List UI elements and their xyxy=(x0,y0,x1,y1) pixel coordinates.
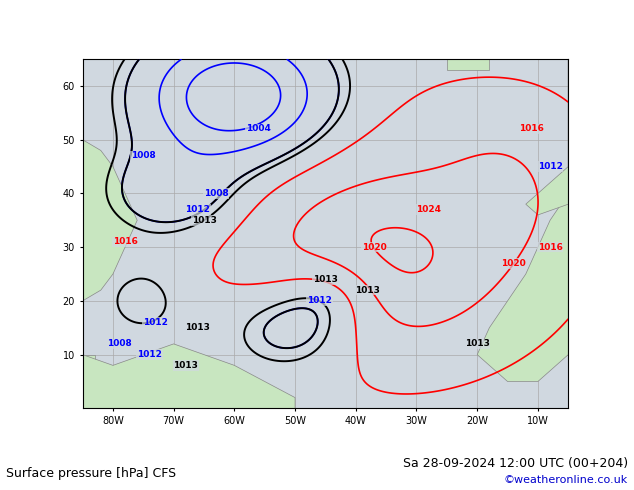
Text: 1016: 1016 xyxy=(113,237,138,246)
Text: 1013: 1013 xyxy=(313,275,338,284)
Text: 1013: 1013 xyxy=(356,286,380,294)
Text: 1024: 1024 xyxy=(416,205,441,214)
Polygon shape xyxy=(477,59,568,382)
Polygon shape xyxy=(526,59,568,215)
Text: 1012: 1012 xyxy=(307,296,332,305)
Text: 1012: 1012 xyxy=(137,350,162,359)
Text: 1020: 1020 xyxy=(361,243,386,252)
Text: Surface pressure [hPa] CFS: Surface pressure [hPa] CFS xyxy=(6,467,176,480)
Text: 1013: 1013 xyxy=(465,340,489,348)
Polygon shape xyxy=(82,344,295,408)
Text: ©weatheronline.co.uk: ©weatheronline.co.uk xyxy=(503,475,628,485)
Text: 1008: 1008 xyxy=(204,189,228,198)
Text: 1012: 1012 xyxy=(538,162,562,171)
Text: 1016: 1016 xyxy=(538,243,562,252)
Polygon shape xyxy=(82,355,94,360)
Polygon shape xyxy=(82,59,137,301)
Text: 1016: 1016 xyxy=(519,124,544,133)
Text: 1008: 1008 xyxy=(131,151,156,160)
Text: 1004: 1004 xyxy=(246,124,271,133)
Text: 1008: 1008 xyxy=(107,340,131,348)
Text: 1012: 1012 xyxy=(186,205,210,214)
Text: Sa 28-09-2024 12:00 UTC (00+204): Sa 28-09-2024 12:00 UTC (00+204) xyxy=(403,457,628,470)
Text: 1013: 1013 xyxy=(173,361,198,370)
Text: 1012: 1012 xyxy=(143,318,168,327)
Text: 1020: 1020 xyxy=(501,259,526,268)
Polygon shape xyxy=(447,59,489,70)
Text: 1013: 1013 xyxy=(186,323,210,332)
Polygon shape xyxy=(113,366,125,371)
Polygon shape xyxy=(143,355,162,360)
Text: 1013: 1013 xyxy=(191,216,216,225)
